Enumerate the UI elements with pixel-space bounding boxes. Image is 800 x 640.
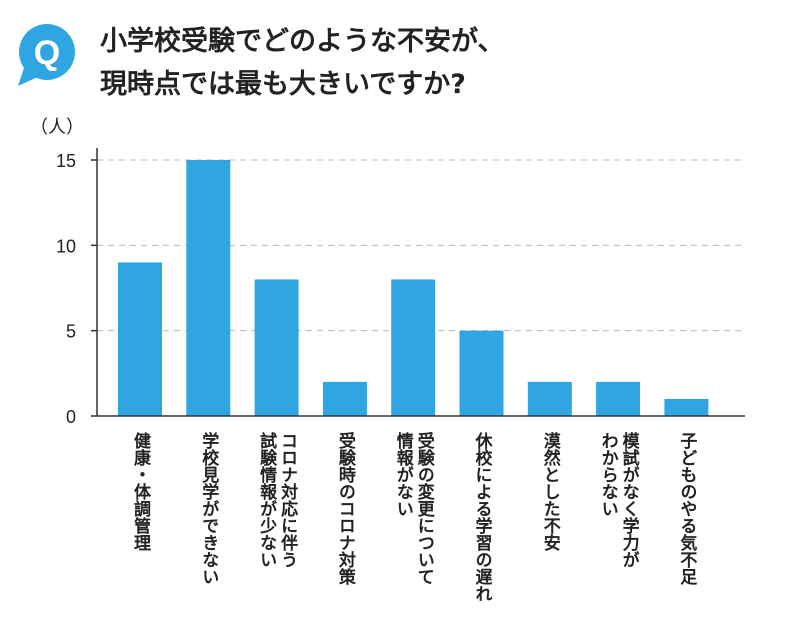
y-axis-ticks: 0 5 10 15 <box>56 151 97 427</box>
question-badge-icon: Q <box>18 24 75 86</box>
y-axis-unit-label: （人） <box>30 117 84 137</box>
y-tick-label: 15 <box>56 151 76 171</box>
category-label: 受験時のコロナ対策 <box>335 431 357 586</box>
category-label: コロナ対応に伴う <box>277 432 299 568</box>
bar <box>391 279 436 416</box>
category-label: 漠然とした不安 <box>540 431 561 552</box>
chart-title-line1: 小学校受験でどのような不安が、 <box>100 26 505 57</box>
category-label: 受験の変更について <box>414 431 435 585</box>
category-label: 試験情報が少ない <box>256 431 278 568</box>
category-label: 休校による学習の遅れ <box>472 431 494 602</box>
badge-letter: Q <box>34 34 60 72</box>
y-tick-label: 5 <box>66 322 76 342</box>
bar <box>596 381 641 416</box>
bar <box>459 330 504 416</box>
y-tick-label: 10 <box>56 236 76 256</box>
bar <box>254 279 299 416</box>
category-label: 学校見学ができない <box>198 431 220 585</box>
category-label: 健康・体調管理 <box>130 431 151 551</box>
bars <box>118 160 709 416</box>
category-label: 子どものやる気不足 <box>676 432 698 586</box>
category-label: わからない <box>598 432 619 517</box>
bar <box>322 381 367 416</box>
category-label: 情報がない <box>393 431 414 517</box>
chart-title-line2: 現時点では最も大きいですか? <box>100 69 466 100</box>
y-tick-label: 0 <box>66 407 76 427</box>
bar <box>186 160 231 416</box>
bar <box>527 381 572 416</box>
category-label: 模試がなく学力が <box>619 431 640 568</box>
bar <box>664 398 709 416</box>
bar <box>118 262 162 416</box>
